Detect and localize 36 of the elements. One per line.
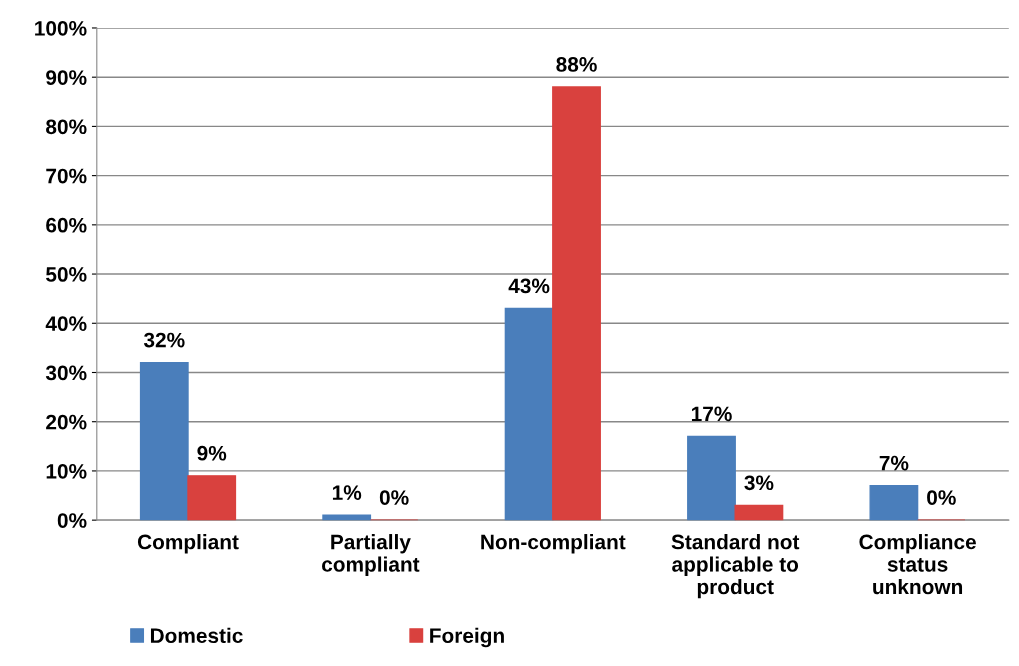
bar [139,361,189,521]
x-tick-label: Standard not applicable to product [671,534,800,599]
bar [322,514,372,521]
y-tick-label: 20% [46,414,87,430]
x-tick-label: Compliance status unknown [859,534,976,595]
y-tick-label: 40% [45,316,87,332]
x-tick-label: Compliant [137,534,239,554]
data-label: 1% [332,485,362,500]
legend-label: Foreign [430,627,504,648]
bar [187,475,237,521]
bar [552,86,601,521]
bar [687,435,736,521]
bar [734,504,784,521]
y-tick-label: 50% [46,267,87,282]
x-tick-label: Partially compliant [322,534,420,576]
data-label: 9% [197,445,227,461]
bar [504,307,554,521]
data-label: 0% [927,490,956,505]
data-label: 43% [508,278,550,294]
y-tick-label: 70% [46,168,87,184]
y-tick-label: 60% [46,217,87,233]
y-tick-label: 80% [46,119,87,135]
y-tick-label: 0% [57,513,87,528]
data-label: 0% [379,490,409,505]
x-tick-label: Non-compliant [481,534,626,554]
data-label: 88% [556,57,597,72]
y-tick-label: 10% [46,463,87,479]
data-label: 17% [691,406,732,422]
data-label: 3% [744,475,774,491]
y-tick-label: 30% [45,365,87,381]
y-tick-label: 100% [35,20,87,36]
data-label: 32% [143,332,185,348]
data-label: 7% [879,455,909,471]
bar [869,484,919,521]
y-tick-label: 90% [46,70,87,85]
legend-label: Domestic [150,627,243,644]
